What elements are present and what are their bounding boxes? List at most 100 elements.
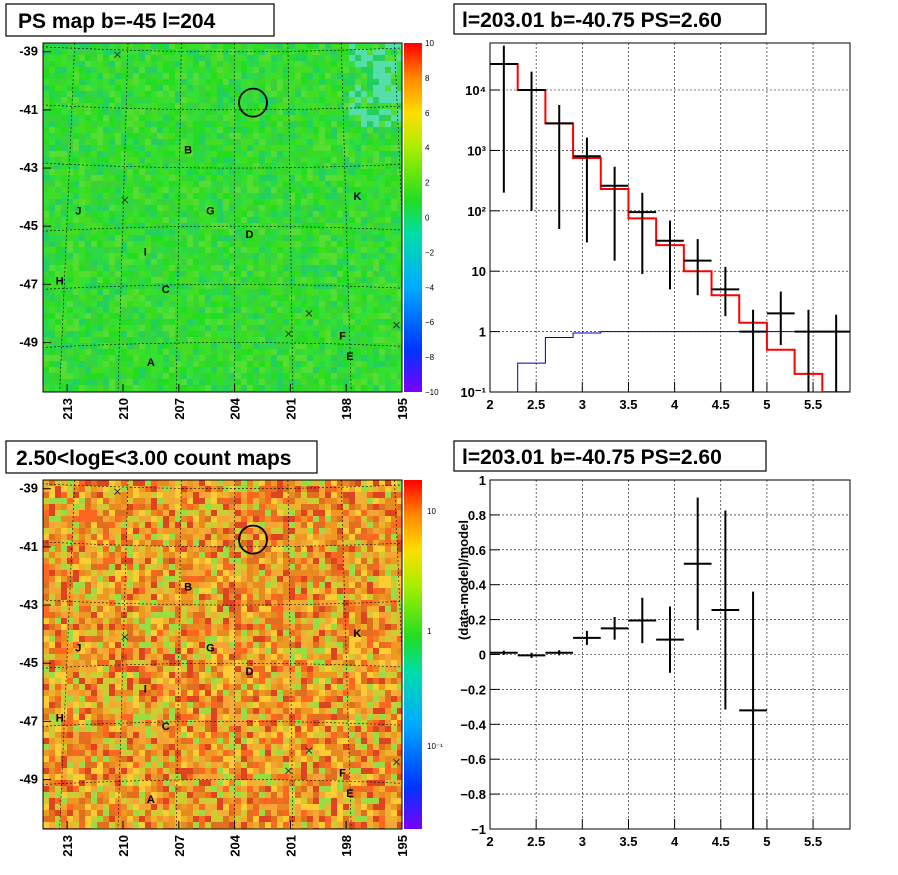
map-pixel: [397, 199, 402, 205]
map-pixel: [211, 522, 217, 528]
map-pixel: [109, 235, 115, 241]
map-pixel: [157, 133, 163, 139]
map-pixel: [319, 606, 325, 612]
map-pixel: [79, 558, 85, 564]
map-pixel: [175, 600, 181, 606]
map-pixel: [145, 570, 151, 576]
map-pixel: [283, 552, 289, 558]
map-pixel: [193, 139, 199, 145]
map-pixel: [361, 139, 367, 145]
map-pixel: [151, 600, 157, 606]
map-pixel: [175, 109, 181, 115]
map-pixel: [385, 516, 391, 522]
map-pixel: [115, 73, 121, 79]
map-pixel: [73, 534, 79, 540]
map-pixel: [217, 379, 223, 385]
map-pixel: [55, 133, 61, 139]
map-pixel: [295, 600, 301, 606]
map-pixel: [253, 331, 259, 337]
map-pixel: [373, 325, 379, 331]
map-pixel: [379, 325, 385, 331]
map-pixel: [127, 331, 133, 337]
map-pixel: [85, 558, 91, 564]
map-pixel: [253, 534, 259, 540]
map-pixel: [133, 157, 139, 163]
map-pixel: [211, 277, 217, 283]
map-pixel: [373, 600, 379, 606]
map-pixel: [169, 540, 175, 546]
map-pixel: [325, 325, 331, 331]
map-pixel: [385, 576, 391, 582]
map-pixel: [397, 552, 402, 558]
map-pixel: [301, 163, 307, 169]
map-pixel: [349, 79, 355, 85]
map-pixel: [127, 337, 133, 343]
map-pixel: [373, 564, 379, 570]
map-pixel: [235, 109, 241, 115]
map-pixel: [337, 271, 343, 277]
map-pixel: [271, 127, 277, 133]
map-pixel: [67, 289, 73, 295]
map-pixel: [307, 151, 313, 157]
map-pixel: [271, 480, 277, 486]
map-pixel: [103, 67, 109, 73]
map-pixel: [319, 151, 325, 157]
map-pixel: [379, 516, 385, 522]
map-pixel: [55, 570, 61, 576]
map-pixel: [265, 576, 271, 582]
map-pixel: [103, 295, 109, 301]
map-pixel: [289, 510, 295, 516]
map-pixel: [91, 49, 97, 55]
map-pixel: [175, 199, 181, 205]
map-pixel: [295, 522, 301, 528]
map-pixel: [283, 373, 289, 379]
map-pixel: [349, 247, 355, 253]
map-pixel: [109, 259, 115, 265]
map-pixel: [139, 361, 145, 367]
map-pixel: [175, 73, 181, 79]
map-pixel: [367, 504, 373, 510]
map-pixel: [127, 564, 133, 570]
map-pixel: [235, 259, 241, 265]
map-pixel: [271, 103, 277, 109]
map-pixel: [253, 145, 259, 151]
map-pixel: [349, 169, 355, 175]
map-pixel: [223, 151, 229, 157]
map-pixel: [157, 307, 163, 313]
map-pixel: [265, 151, 271, 157]
map-pixel: [169, 115, 175, 121]
map-pixel: [217, 492, 223, 498]
map-pixel: [121, 331, 127, 337]
map-pixel: [85, 103, 91, 109]
map-pixel: [337, 85, 343, 91]
map-pixel: [325, 349, 331, 355]
map-pixel: [103, 85, 109, 91]
map-pixel: [211, 73, 217, 79]
region-label-D: D: [245, 229, 253, 241]
map-pixel: [379, 289, 385, 295]
map-pixel: [349, 67, 355, 73]
map-pixel: [55, 229, 61, 235]
map-pixel: [181, 379, 187, 385]
map-pixel: [397, 492, 402, 498]
map-pixel: [379, 528, 385, 534]
map-pixel: [73, 343, 79, 349]
map-pixel: [313, 205, 319, 211]
map-pixel: [169, 558, 175, 564]
map-pixel: [187, 259, 193, 265]
map-pixel: [307, 115, 313, 121]
map-pixel: [355, 223, 361, 229]
map-pixel: [343, 241, 349, 247]
map-pixel: [223, 582, 229, 588]
map-pixel: [307, 570, 313, 576]
map-pixel: [223, 67, 229, 73]
map-pixel: [103, 199, 109, 205]
map-pixel: [85, 91, 91, 97]
map-pixel: [391, 349, 397, 355]
map-pixel: [205, 97, 211, 103]
map-pixel: [361, 295, 367, 301]
map-pixel: [349, 552, 355, 558]
map-pixel: [337, 528, 343, 534]
map-pixel: [397, 67, 402, 73]
map-pixel: [277, 540, 283, 546]
